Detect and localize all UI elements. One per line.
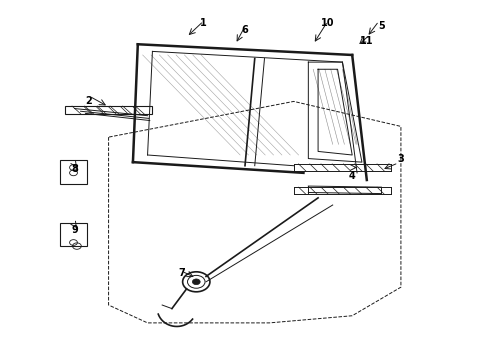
Text: 4: 4 [349, 171, 356, 181]
Text: 9: 9 [71, 225, 78, 235]
Text: 11: 11 [360, 36, 373, 46]
Text: 1: 1 [200, 18, 207, 28]
Text: 3: 3 [397, 154, 404, 163]
Text: 10: 10 [321, 18, 335, 28]
Circle shape [193, 279, 200, 285]
Text: 8: 8 [71, 164, 78, 174]
Text: 6: 6 [242, 25, 248, 35]
Text: 7: 7 [178, 268, 185, 278]
Text: 2: 2 [86, 96, 93, 107]
Text: 5: 5 [378, 21, 385, 31]
